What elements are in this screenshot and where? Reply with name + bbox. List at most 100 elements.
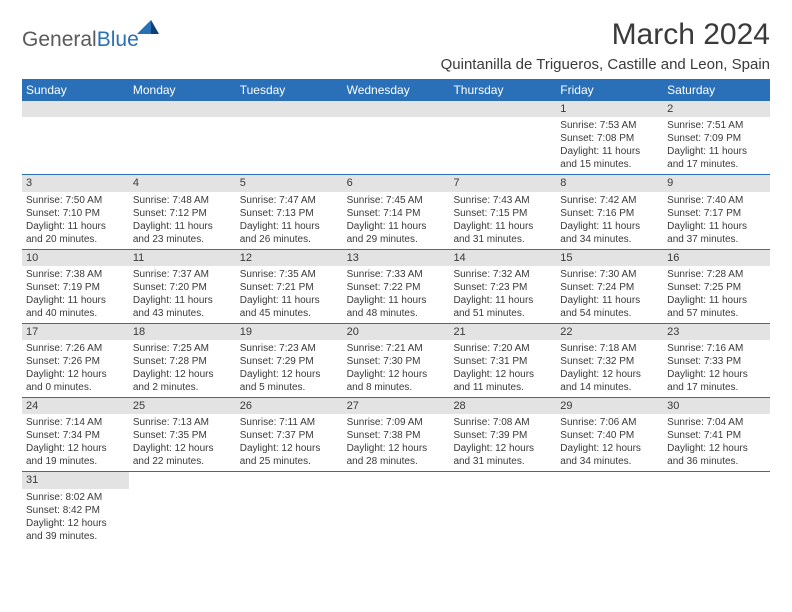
day-cell: 18 Sunrise: 7:25 AMSunset: 7:28 PMDayligh… xyxy=(129,324,236,398)
sunrise-line: Sunrise: 7:53 AM xyxy=(560,119,659,132)
day-content: Sunrise: 7:35 AMSunset: 7:21 PMDaylight:… xyxy=(236,268,343,320)
sunrise-line: Sunrise: 7:40 AM xyxy=(667,194,766,207)
calendar-page: GeneralBlue March 2024 Quintanilla de Tr… xyxy=(0,0,792,546)
day-cell: 12 Sunrise: 7:35 AMSunset: 7:21 PMDayligh… xyxy=(236,250,343,324)
day-number: 3 xyxy=(22,175,129,191)
day-content: Sunrise: 7:23 AMSunset: 7:29 PMDaylight:… xyxy=(236,342,343,394)
day-content: Sunrise: 7:20 AMSunset: 7:31 PMDaylight:… xyxy=(449,342,556,394)
day-number: 27 xyxy=(343,398,450,414)
location: Quintanilla de Trigueros, Castille and L… xyxy=(441,56,770,73)
week-row: 10Sunrise: 7:38 AMSunset: 7:19 PMDayligh… xyxy=(22,250,770,324)
week-row: 1Sunrise: 7:53 AMSunset: 7:08 PMDaylight… xyxy=(22,101,770,175)
sunrise-line: Sunrise: 7:35 AM xyxy=(240,268,339,281)
day-content: Sunrise: 7:14 AMSunset: 7:34 PMDaylight:… xyxy=(22,416,129,468)
day-content: Sunrise: 7:11 AMSunset: 7:37 PMDaylight:… xyxy=(236,416,343,468)
dow-header: Tuesday xyxy=(236,79,343,101)
day-number: 29 xyxy=(556,398,663,414)
sunset-line: Sunset: 7:25 PM xyxy=(667,281,766,294)
day-number: 12 xyxy=(236,250,343,266)
day-number: 26 xyxy=(236,398,343,414)
day-number: 21 xyxy=(449,324,556,340)
day-cell: 9Sunrise: 7:40 AMSunset: 7:17 PMDaylight… xyxy=(663,175,770,249)
sunset-line: Sunset: 7:40 PM xyxy=(560,429,659,442)
dow-header: Wednesday xyxy=(343,79,450,101)
day-cell: 4Sunrise: 7:48 AMSunset: 7:12 PMDaylight… xyxy=(129,175,236,249)
day-content: Sunrise: 7:25 AMSunset: 7:28 PMDaylight:… xyxy=(129,342,236,394)
daylight-line: Daylight: 11 hours and 57 minutes. xyxy=(667,294,766,320)
day-number-empty xyxy=(343,101,450,117)
daylight-line: Daylight: 11 hours and 37 minutes. xyxy=(667,220,766,246)
day-cell xyxy=(343,101,450,175)
sunset-line: Sunset: 7:23 PM xyxy=(453,281,552,294)
sunset-line: Sunset: 7:19 PM xyxy=(26,281,125,294)
daylight-line: Daylight: 12 hours and 39 minutes. xyxy=(26,517,125,543)
header: GeneralBlue March 2024 Quintanilla de Tr… xyxy=(22,18,770,73)
day-number: 15 xyxy=(556,250,663,266)
sunrise-line: Sunrise: 7:25 AM xyxy=(133,342,232,355)
sunrise-line: Sunrise: 7:16 AM xyxy=(667,342,766,355)
day-cell xyxy=(449,101,556,175)
daylight-line: Daylight: 11 hours and 34 minutes. xyxy=(560,220,659,246)
sunset-line: Sunset: 7:39 PM xyxy=(453,429,552,442)
sunset-line: Sunset: 7:12 PM xyxy=(133,207,232,220)
daylight-line: Daylight: 12 hours and 8 minutes. xyxy=(347,368,446,394)
day-number: 13 xyxy=(343,250,450,266)
daylight-line: Daylight: 11 hours and 17 minutes. xyxy=(667,145,766,171)
day-cell: 28Sunrise: 7:08 AMSunset: 7:39 PMDayligh… xyxy=(449,398,556,472)
day-cell: 6 Sunrise: 7:45 AMSunset: 7:14 PMDaylight… xyxy=(343,175,450,249)
day-cell: 15Sunrise: 7:30 AMSunset: 7:24 PMDayligh… xyxy=(556,250,663,324)
sunrise-line: Sunrise: 7:26 AM xyxy=(26,342,125,355)
daylight-line: Daylight: 12 hours and 0 minutes. xyxy=(26,368,125,394)
dow-header: Saturday xyxy=(663,79,770,101)
daylight-line: Daylight: 11 hours and 29 minutes. xyxy=(347,220,446,246)
day-number: 23 xyxy=(663,324,770,340)
sunset-line: Sunset: 7:08 PM xyxy=(560,132,659,145)
day-cell: 31Sunrise: 8:02 AMSunset: 8:42 PMDayligh… xyxy=(22,472,129,545)
daylight-line: Daylight: 11 hours and 54 minutes. xyxy=(560,294,659,320)
day-content: Sunrise: 7:40 AMSunset: 7:17 PMDaylight:… xyxy=(663,194,770,246)
day-cell xyxy=(236,101,343,175)
sunset-line: Sunset: 7:13 PM xyxy=(240,207,339,220)
day-content: Sunrise: 7:42 AMSunset: 7:16 PMDaylight:… xyxy=(556,194,663,246)
sunrise-line: Sunrise: 7:28 AM xyxy=(667,268,766,281)
day-content: Sunrise: 7:45 AMSunset: 7:14 PMDaylight:… xyxy=(343,194,450,246)
logo: GeneralBlue xyxy=(22,18,161,52)
day-content: Sunrise: 7:51 AMSunset: 7:09 PMDaylight:… xyxy=(663,119,770,171)
sunrise-line: Sunrise: 7:43 AM xyxy=(453,194,552,207)
daylight-line: Daylight: 12 hours and 11 minutes. xyxy=(453,368,552,394)
day-content: Sunrise: 7:16 AMSunset: 7:33 PMDaylight:… xyxy=(663,342,770,394)
daylight-line: Daylight: 11 hours and 31 minutes. xyxy=(453,220,552,246)
day-number: 18 xyxy=(129,324,236,340)
day-cell: 8 Sunrise: 7:42 AMSunset: 7:16 PMDaylight… xyxy=(556,175,663,249)
daylight-line: Daylight: 11 hours and 26 minutes. xyxy=(240,220,339,246)
sunset-line: Sunset: 7:22 PM xyxy=(347,281,446,294)
day-cell xyxy=(556,472,663,545)
week-row: 17Sunrise: 7:26 AMSunset: 7:26 PMDayligh… xyxy=(22,324,770,398)
day-content: Sunrise: 7:32 AMSunset: 7:23 PMDaylight:… xyxy=(449,268,556,320)
logo-text-2: Blue xyxy=(97,28,139,52)
day-cell: 20Sunrise: 7:21 AMSunset: 7:30 PMDayligh… xyxy=(343,324,450,398)
sunrise-line: Sunrise: 7:20 AM xyxy=(453,342,552,355)
sunset-line: Sunset: 7:29 PM xyxy=(240,355,339,368)
day-cell: 5Sunrise: 7:47 AMSunset: 7:13 PMDaylight… xyxy=(236,175,343,249)
day-content: Sunrise: 7:38 AMSunset: 7:19 PMDaylight:… xyxy=(22,268,129,320)
sunset-line: Sunset: 7:17 PM xyxy=(667,207,766,220)
day-number: 19 xyxy=(236,324,343,340)
day-number-empty xyxy=(236,101,343,117)
day-number: 22 xyxy=(556,324,663,340)
daylight-line: Daylight: 12 hours and 28 minutes. xyxy=(347,442,446,468)
dow-row: SundayMondayTuesdayWednesdayThursdayFrid… xyxy=(22,79,770,101)
day-cell xyxy=(236,472,343,545)
daylight-line: Daylight: 12 hours and 17 minutes. xyxy=(667,368,766,394)
sunrise-line: Sunrise: 7:33 AM xyxy=(347,268,446,281)
day-number-empty xyxy=(129,101,236,117)
sunset-line: Sunset: 7:34 PM xyxy=(26,429,125,442)
sunset-line: Sunset: 7:20 PM xyxy=(133,281,232,294)
day-number: 6 xyxy=(343,175,450,191)
day-number: 31 xyxy=(22,472,129,488)
day-number: 16 xyxy=(663,250,770,266)
daylight-line: Daylight: 11 hours and 43 minutes. xyxy=(133,294,232,320)
day-number: 8 xyxy=(556,175,663,191)
logo-text-1: General xyxy=(22,28,97,52)
day-cell: 30Sunrise: 7:04 AMSunset: 7:41 PMDayligh… xyxy=(663,398,770,472)
